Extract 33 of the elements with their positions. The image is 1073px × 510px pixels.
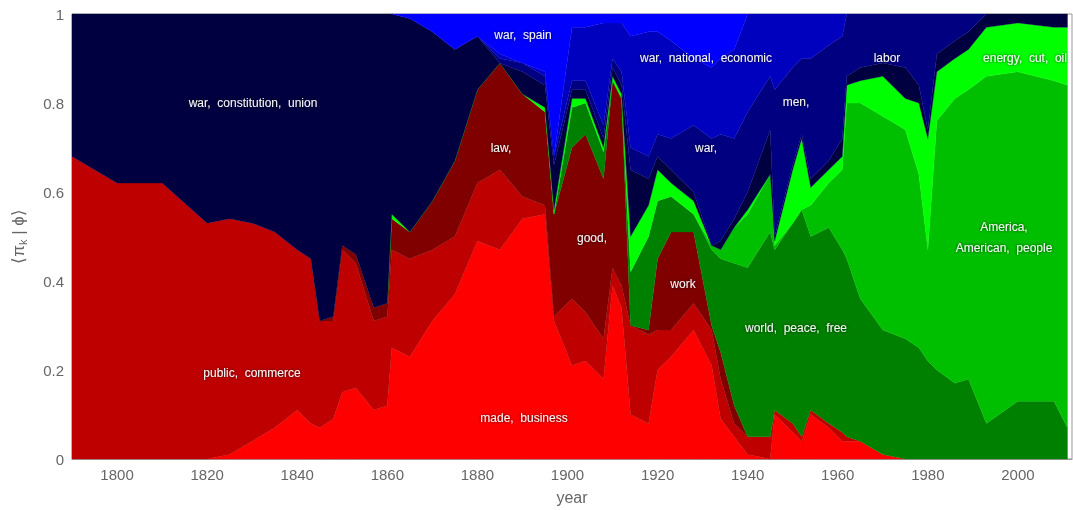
y-tick-label: 1 bbox=[55, 5, 64, 23]
y-tick-label: 0.6 bbox=[43, 183, 64, 201]
annotation: world, peace, free bbox=[743, 321, 848, 335]
x-tick-label: 1940 bbox=[730, 466, 765, 483]
annotation: energy, cut, oil bbox=[983, 51, 1067, 65]
x-tick-label: 1960 bbox=[821, 466, 855, 483]
x-tick-label: 1860 bbox=[370, 466, 404, 483]
annotation: law, bbox=[490, 141, 512, 155]
x-tick-label: 1900 bbox=[550, 466, 585, 483]
y-axis-title: ⟨πk | ϕ⟩ bbox=[9, 209, 29, 264]
x-axis-title: year bbox=[556, 488, 589, 506]
y-tick-label: 0.2 bbox=[43, 361, 64, 379]
x-tick-label: 1920 bbox=[640, 466, 675, 483]
annotation: war, constitution, union bbox=[187, 96, 318, 110]
annotation: war, bbox=[693, 141, 718, 155]
annotation: war, spain bbox=[493, 28, 552, 42]
x-tick-label: 1800 bbox=[100, 466, 134, 483]
annotation: work bbox=[669, 277, 697, 291]
x-tick-label: 1820 bbox=[190, 466, 224, 483]
annotation: war, national, economic bbox=[638, 51, 773, 65]
annotation: made, business bbox=[480, 411, 568, 425]
annotation: labor bbox=[873, 51, 901, 65]
annotation: men, bbox=[782, 95, 810, 109]
x-tick-label: 1980 bbox=[911, 466, 945, 483]
x-tick-label: 1840 bbox=[280, 466, 314, 483]
annotation: America, American, people bbox=[955, 219, 1053, 255]
annotation: good, bbox=[576, 231, 608, 245]
y-tick-label: 0.4 bbox=[43, 272, 64, 290]
x-tick-label: 2000 bbox=[1001, 466, 1035, 483]
x-tick-label: 1880 bbox=[460, 466, 495, 483]
y-tick-label: 0 bbox=[55, 450, 64, 468]
y-tick-label: 0.8 bbox=[43, 94, 64, 112]
annotation: public, commerce bbox=[203, 366, 301, 380]
